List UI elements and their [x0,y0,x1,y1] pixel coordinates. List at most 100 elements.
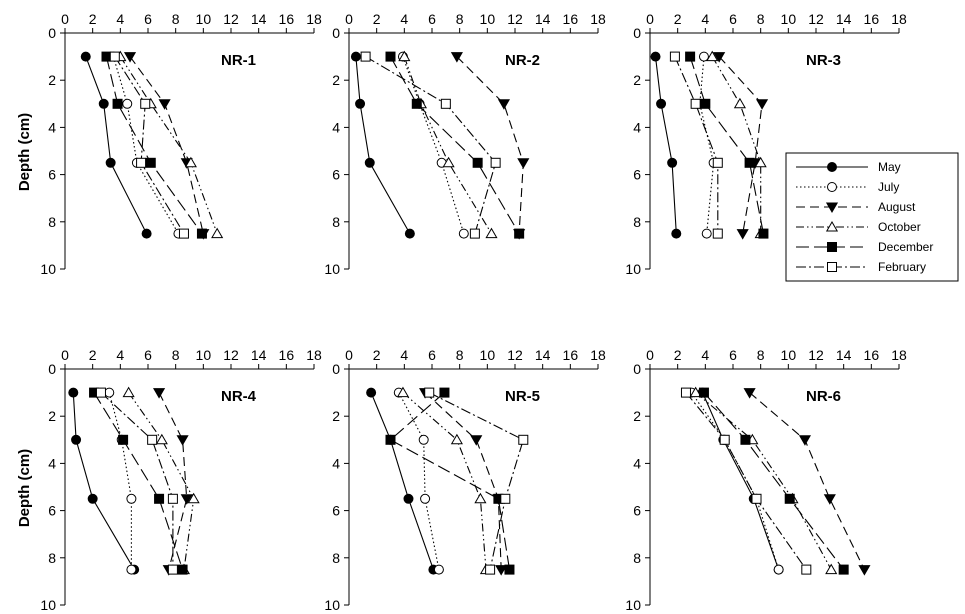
series-line [119,56,218,234]
data-point [136,157,147,168]
data-point [650,51,661,62]
series-line [654,56,677,234]
data-point [123,52,137,63]
series-line [695,392,832,570]
series-line [685,392,807,570]
series-line [128,392,195,570]
x-tick-label: 18 [306,347,322,363]
x-tick-label: 6 [144,11,152,27]
x-tick-label: 2 [373,347,381,363]
y-tick-label: 0 [332,361,340,377]
x-tick-label: 12 [808,347,824,363]
legend-label: February [878,260,926,274]
series-october [114,50,224,239]
x-tick-label: 0 [646,11,654,27]
y-tick-label: 0 [633,361,641,377]
data-point [68,387,79,398]
series-may [68,387,140,575]
legend-label: July [878,180,899,194]
data-point [398,50,411,62]
series-line [93,392,184,570]
x-tick-label: 4 [116,11,124,27]
x-tick-label: 16 [279,11,295,27]
data-point [713,52,726,63]
x-tick-label: 0 [345,347,353,363]
series-may [350,51,415,239]
data-point [495,565,508,576]
legend-box [785,152,959,282]
data-point [80,51,91,62]
y-tick-label: 10 [625,261,641,277]
panel-title: NR-4 [221,388,257,405]
data-point [485,564,496,575]
data-point [385,434,396,445]
x-tick-label: 10 [781,11,797,27]
series-line [100,392,174,570]
series-february [360,51,501,239]
data-point [177,564,188,575]
x-tick-label: 4 [400,11,408,27]
data-point [758,228,769,239]
data-point [167,564,178,575]
series-line [428,392,524,570]
series-october [122,386,200,575]
series-line [398,392,440,570]
data-point [385,51,396,62]
data-point [109,51,120,62]
x-tick-label: 18 [306,11,322,27]
y-tick-label: 0 [48,25,56,41]
x-tick-label: 8 [456,347,464,363]
data-point [689,386,702,398]
data-point [490,157,501,168]
data-point [743,388,756,399]
data-point [669,51,680,62]
series-october [398,50,498,239]
x-tick-label: 14 [251,11,267,27]
data-point [440,98,451,109]
y-tick-label: 4 [332,455,340,471]
x-tick-label: 4 [701,347,709,363]
series-july [108,51,184,239]
y-tick-label: 4 [633,455,641,471]
y-tick-label: 0 [332,25,340,41]
series-line [158,392,188,570]
series-line [112,56,179,234]
data-point [825,563,838,575]
data-point [118,434,129,445]
y-tick-label: 6 [633,167,641,183]
data-point [98,98,109,109]
data-point [801,564,812,575]
y-tick-label: 4 [48,119,56,135]
x-tick-label: 14 [535,11,551,27]
panel-nr-5: 0 2 4 6 8 10 12 14 16 18 0 2 4 6 8 10 NR-5 [324,347,606,613]
y-axis-label: Depth (cm) [16,113,33,191]
data-point [187,492,200,504]
x-tick-label: 10 [480,347,496,363]
data-point [364,157,375,168]
data-point [176,435,189,446]
data-point [104,387,115,398]
y-tick-label: 8 [332,550,340,566]
series-line [424,392,502,570]
x-tick-label: 4 [701,11,709,27]
x-tick-label: 14 [836,11,852,27]
x-tick-label: 12 [808,11,824,27]
data-point [784,493,795,504]
series-august [419,388,508,576]
data-point [184,156,197,168]
data-point [433,564,444,575]
y-tick-label: 8 [48,214,56,230]
series-line [674,56,719,234]
data-point [411,98,422,109]
data-point [514,228,525,239]
data-point [140,98,151,109]
y-tick-label: 6 [48,503,56,519]
data-point [754,156,767,168]
data-point [122,386,135,398]
series-february [109,51,189,239]
series-line [85,56,148,234]
data-point [101,51,112,62]
legend-item-may: May [796,160,901,174]
data-point [485,227,498,239]
y-tick-label: 0 [633,25,641,41]
